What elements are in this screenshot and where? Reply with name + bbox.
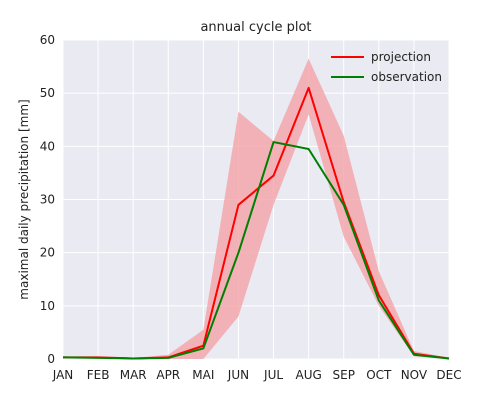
y-tick-label: 30 — [40, 193, 55, 207]
x-tick-label: AUG — [295, 368, 321, 382]
projection-uncertainty-band — [63, 58, 449, 359]
legend: projection observation — [331, 50, 442, 84]
x-tick-label: FEB — [87, 368, 110, 382]
y-tick-label: 0 — [47, 352, 55, 366]
y-axis-label: maximal daily precipitation [mm] — [17, 99, 31, 299]
y-tick-labels: 0 10 20 30 40 50 60 — [40, 33, 55, 366]
x-tick-labels: JAN FEB MAR APR MAI JUN JUL AUG SEP OCT NOV DEC — [52, 368, 462, 382]
x-tick-label: MAI — [192, 368, 214, 382]
projection-band-area — [63, 58, 449, 359]
y-tick-label: 20 — [40, 246, 55, 260]
x-tick-label: OCT — [366, 368, 392, 382]
x-tick-label: JUN — [227, 368, 249, 382]
x-tick-label: NOV — [401, 368, 428, 382]
legend-label-observation: observation — [371, 70, 442, 84]
y-tick-label: 40 — [40, 139, 55, 153]
chart-title: annual cycle plot — [200, 20, 311, 35]
series-lines — [62, 86, 450, 360]
x-tick-label: JAN — [52, 368, 74, 382]
x-tick-label: JUL — [263, 368, 283, 382]
x-tick-label: MAR — [120, 368, 147, 382]
y-tick-label: 60 — [40, 33, 55, 47]
series-line-observation — [62, 141, 450, 360]
x-tick-label: APR — [156, 368, 180, 382]
legend-label-projection: projection — [371, 50, 431, 64]
x-tick-label: SEP — [333, 368, 355, 382]
y-tick-label: 10 — [40, 299, 55, 313]
x-tick-label: DEC — [436, 368, 461, 382]
y-tick-label: 50 — [40, 86, 55, 100]
